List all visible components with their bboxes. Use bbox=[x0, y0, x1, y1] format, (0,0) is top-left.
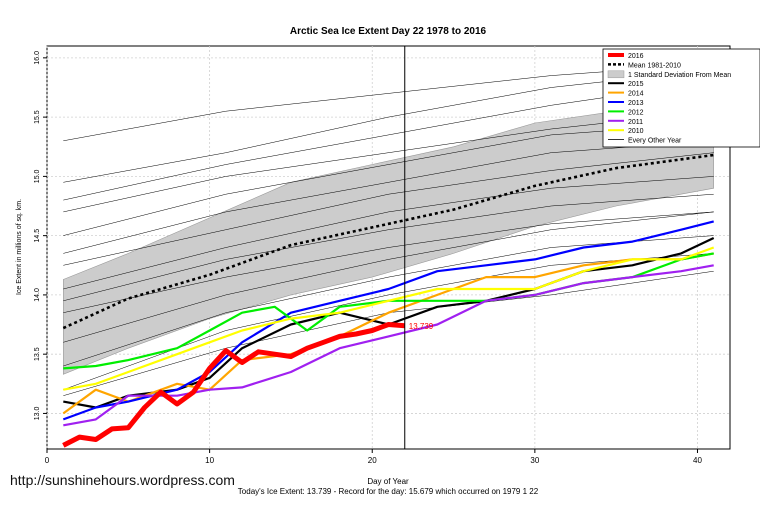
year-line bbox=[63, 140, 714, 254]
legend-label: Mean 1981-2010 bbox=[628, 62, 681, 69]
legend-label: 2015 bbox=[628, 81, 644, 88]
y-tick-label: 14.5 bbox=[34, 229, 41, 243]
year-line bbox=[63, 176, 714, 290]
y-tick-label: 15.0 bbox=[34, 169, 41, 183]
legend-swatch bbox=[607, 70, 625, 79]
y-axis-label: Ice Extent in millions of sq. km. bbox=[16, 199, 23, 295]
legend-label: 1 Standard Deviation From Mean bbox=[628, 72, 731, 79]
legend-box bbox=[602, 48, 760, 148]
legend-label: 2016 bbox=[628, 53, 644, 60]
year-line bbox=[63, 235, 714, 367]
legend-label: 2010 bbox=[628, 128, 644, 135]
x-tick-label: 20 bbox=[368, 456, 377, 465]
series-layer bbox=[62, 153, 715, 448]
site-credit[interactable]: http://sunshinehours.wordpress.com bbox=[10, 472, 235, 488]
y-tick-label: 15.5 bbox=[34, 110, 41, 124]
today-value-label: 13.739 bbox=[409, 322, 434, 331]
axes: 0 10 20 30 40 13.0 13.5 14.0 14.5 15.0 15.5 16.0 bbox=[34, 51, 702, 465]
year-line bbox=[63, 152, 714, 266]
x-tick-label: 30 bbox=[530, 456, 539, 465]
y-tick-label: 14.0 bbox=[34, 288, 41, 302]
series-line-2011 bbox=[63, 264, 714, 427]
legend-label: 2012 bbox=[628, 109, 644, 116]
series-line-mean-1981-2010 bbox=[62, 153, 714, 330]
y-tick-label: 13.5 bbox=[34, 347, 41, 361]
footer-text: Today's Ice Extent: 13.739 - Record for … bbox=[238, 487, 539, 496]
legend-label: 2014 bbox=[628, 91, 644, 98]
year-line bbox=[63, 211, 714, 343]
chart-title: Arctic Sea Ice Extent Day 22 1978 to 201… bbox=[290, 26, 487, 37]
x-axis-label: Day of Year bbox=[367, 477, 409, 486]
x-tick-label: 10 bbox=[205, 456, 214, 465]
legend: 2016 Mean 1981-2010 1 Standard Deviation F… bbox=[602, 48, 760, 148]
legend-label: Every Other Year bbox=[628, 138, 682, 145]
y-tick-label: 13.0 bbox=[34, 407, 41, 421]
legend-label: 2011 bbox=[628, 119, 643, 126]
series-line-2010 bbox=[63, 246, 715, 391]
x-tick-label: 40 bbox=[693, 456, 702, 465]
year-line bbox=[63, 193, 714, 302]
series-line-2014 bbox=[62, 252, 714, 415]
year-line bbox=[63, 211, 714, 313]
series-line-2016 bbox=[62, 322, 405, 448]
x-tick-label: 0 bbox=[45, 456, 50, 465]
y-tick-label: 16.0 bbox=[34, 51, 41, 65]
legend-label: 2013 bbox=[628, 100, 644, 107]
